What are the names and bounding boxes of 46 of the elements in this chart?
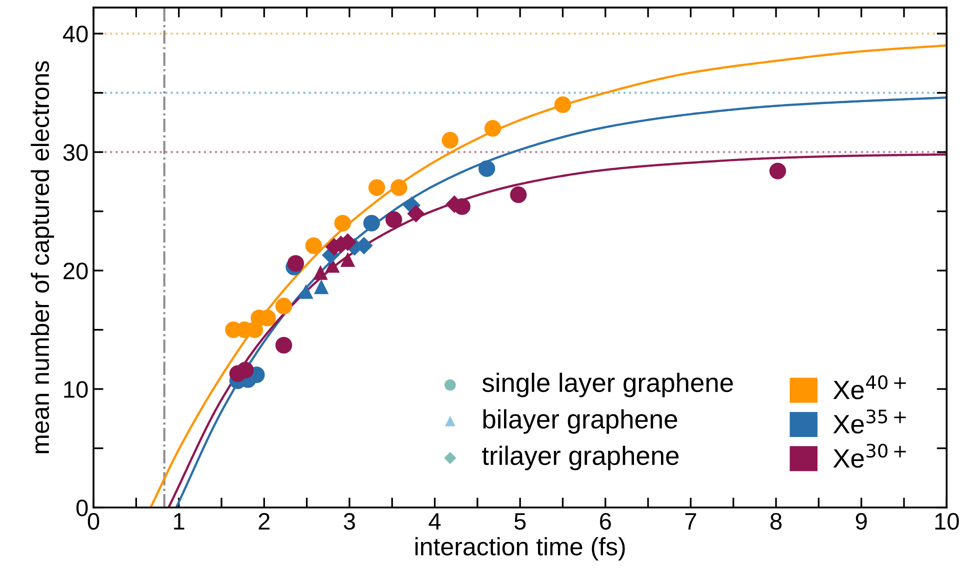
y-tick-label: 30 xyxy=(63,144,88,161)
x-tick-label: 4 xyxy=(428,513,441,530)
point xyxy=(298,284,313,299)
legend-label: Xe$^{35+}$ xyxy=(833,409,906,434)
point xyxy=(275,336,292,354)
x-tick-label: 1 xyxy=(174,513,184,530)
point xyxy=(287,255,304,272)
point xyxy=(325,258,340,273)
point xyxy=(363,214,380,232)
point xyxy=(334,214,351,232)
point xyxy=(769,162,786,180)
x-tick-label: 3 xyxy=(344,512,355,530)
x-tick-label: 9 xyxy=(856,512,867,530)
point xyxy=(442,132,458,149)
legend-label: Xe$^{30+}$ xyxy=(833,444,906,468)
point xyxy=(390,179,408,196)
point xyxy=(314,266,328,280)
point xyxy=(305,237,322,254)
x-tick-label: 8 xyxy=(770,512,782,530)
annotation: single layer graphene xyxy=(482,372,733,398)
point xyxy=(510,186,527,204)
x-tick-label: 5 xyxy=(514,513,526,530)
point xyxy=(314,280,328,294)
y-tick-label: 20 xyxy=(64,262,88,280)
point xyxy=(478,160,496,177)
x-tick-label: 2 xyxy=(258,512,270,530)
x-axis-title: interaction time (fs) xyxy=(415,537,625,560)
x-tick-label: 0 xyxy=(88,512,100,530)
x-tick-label: 7 xyxy=(685,513,696,530)
x-tick-label: 10 xyxy=(935,512,959,530)
y-tick-label: 0 xyxy=(76,500,88,516)
point xyxy=(554,96,572,114)
y-axis-title: mean number of captured electrons xyxy=(30,61,54,454)
point xyxy=(484,120,502,137)
legend-label: Xe$^{40+}$ xyxy=(833,375,906,400)
y-tick-label: 40 xyxy=(62,26,88,42)
point xyxy=(340,252,355,267)
point xyxy=(385,211,402,228)
point xyxy=(368,179,386,196)
y-tick-label: 10 xyxy=(64,381,88,398)
point xyxy=(407,205,425,222)
x-tick-label: 6 xyxy=(600,512,611,530)
annotation: bilayer graphene xyxy=(483,409,678,434)
point xyxy=(275,298,292,314)
point xyxy=(237,362,254,378)
annotation: trilayer graphene xyxy=(482,446,679,470)
